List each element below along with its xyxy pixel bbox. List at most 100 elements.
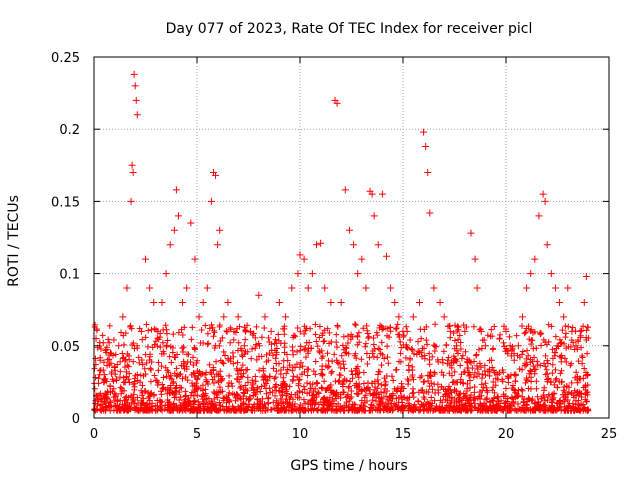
data-point	[447, 334, 454, 341]
data-point	[151, 391, 158, 398]
data-point	[313, 379, 320, 386]
data-point	[423, 400, 430, 407]
data-point	[123, 374, 130, 381]
data-point	[114, 397, 121, 404]
data-point	[173, 365, 180, 372]
data-point	[224, 406, 231, 413]
data-point	[268, 347, 275, 354]
data-point	[482, 380, 489, 387]
data-point	[577, 332, 584, 339]
data-point	[538, 330, 545, 337]
data-point	[366, 354, 373, 361]
data-point	[192, 373, 199, 380]
data-point	[360, 402, 367, 409]
data-point	[154, 381, 161, 388]
data-point	[160, 326, 167, 333]
data-point	[271, 405, 278, 412]
y-axis-label: ROTI / TECUs	[6, 195, 22, 287]
data-point	[580, 407, 587, 414]
data-point	[142, 334, 149, 341]
data-point	[579, 353, 586, 360]
data-point	[329, 358, 336, 365]
data-point	[158, 391, 165, 398]
data-point	[151, 325, 158, 332]
data-point	[422, 143, 430, 151]
grid-lines	[94, 57, 609, 418]
data-point	[289, 347, 296, 354]
data-point	[194, 368, 201, 375]
data-point	[121, 358, 128, 365]
data-point	[208, 321, 215, 328]
data-point	[457, 339, 464, 346]
y-tick-label: 0.25	[51, 51, 80, 66]
data-point	[578, 394, 585, 401]
data-point	[393, 395, 400, 402]
data-point	[545, 393, 552, 400]
data-point	[456, 402, 463, 409]
data-point	[245, 396, 252, 403]
data-point	[335, 378, 342, 385]
data-point	[273, 368, 280, 375]
data-point	[163, 330, 170, 337]
data-point	[331, 351, 338, 358]
data-point	[377, 398, 384, 405]
data-point	[502, 327, 510, 335]
data-point	[244, 387, 251, 394]
data-point	[426, 350, 433, 357]
data-point	[343, 345, 350, 352]
data-point	[215, 378, 222, 385]
data-point	[457, 362, 464, 369]
data-point	[325, 363, 332, 370]
data-point	[226, 379, 233, 386]
data-point	[212, 171, 220, 179]
data-point	[395, 331, 402, 338]
data-point	[448, 364, 455, 371]
data-point	[273, 340, 280, 347]
data-point	[93, 406, 100, 413]
data-point	[363, 387, 370, 394]
data-point	[125, 363, 132, 370]
data-point	[106, 349, 114, 357]
data-point	[505, 373, 512, 380]
data-point	[145, 394, 152, 401]
data-point	[177, 370, 184, 377]
data-point	[578, 344, 585, 351]
data-point	[543, 341, 550, 348]
data-point	[395, 313, 403, 321]
data-point	[584, 406, 591, 413]
data-point	[166, 375, 173, 382]
data-point	[352, 350, 359, 357]
x-tick-label: 15	[395, 427, 412, 442]
data-point	[172, 186, 180, 194]
data-point	[151, 341, 158, 348]
data-point	[242, 382, 249, 389]
data-point	[494, 371, 502, 379]
data-point	[160, 374, 167, 381]
data-point	[178, 362, 185, 369]
data-point	[276, 388, 283, 395]
data-point	[573, 392, 580, 399]
data-point	[240, 342, 248, 350]
data-point	[139, 382, 146, 389]
data-point	[384, 396, 391, 403]
data-point	[423, 337, 430, 344]
data-point	[326, 394, 333, 401]
data-point	[370, 334, 377, 341]
data-point	[236, 323, 243, 330]
data-point	[456, 391, 463, 398]
data-point	[405, 362, 412, 369]
data-point	[238, 366, 245, 373]
data-point	[516, 354, 523, 361]
data-point	[490, 402, 497, 409]
data-point	[344, 339, 351, 346]
data-point	[354, 407, 361, 414]
data-point	[147, 365, 154, 372]
data-point	[160, 384, 167, 391]
data-point	[477, 327, 485, 335]
data-point	[378, 362, 385, 369]
data-point	[116, 374, 123, 381]
data-point	[301, 368, 308, 375]
data-point	[296, 251, 304, 259]
data-point	[536, 403, 543, 410]
data-point	[490, 384, 497, 391]
